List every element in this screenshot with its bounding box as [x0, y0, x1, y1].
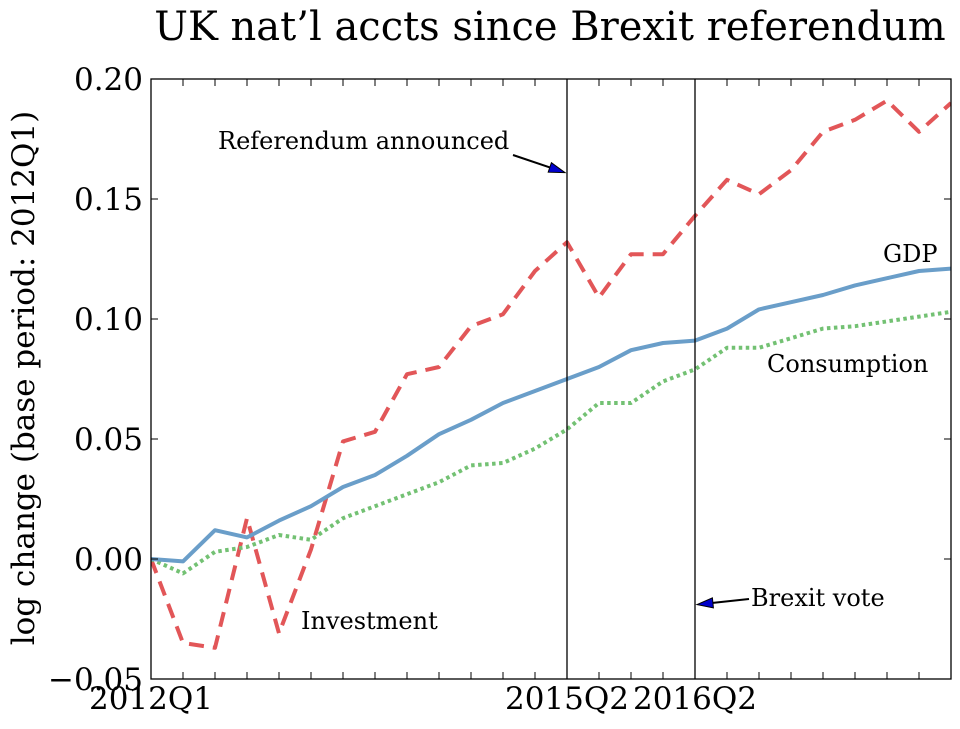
y-tick-label: 0.00 [74, 542, 143, 578]
vline-layer [566, 79, 696, 679]
x-tick-label: 2012Q1 [89, 681, 213, 717]
y-axis-label: log change (base period: 2012Q1) [6, 111, 42, 645]
plot-frame [150, 78, 952, 680]
arrow-referendum-announced-head [547, 161, 567, 174]
label-gdp: GDP [883, 240, 938, 268]
series-line-investment [151, 98, 951, 650]
chart-title: UK nat’l accts since Brexit referendum [154, 4, 946, 50]
y-tick-label: 0.15 [74, 182, 143, 218]
tick-layer [150, 78, 952, 680]
arrow-brexit-vote-head [695, 597, 714, 609]
series-layer [151, 98, 951, 650]
x-tick-label: 2015Q2 [505, 681, 629, 717]
series-line-consumption [151, 309, 951, 576]
x-tick-label: 2016Q2 [633, 681, 757, 717]
label-consumption: Consumption [767, 350, 928, 378]
y-tick-label: −0.05 [48, 662, 143, 698]
label-investment: Investment [301, 607, 438, 635]
annotation-brexit-vote: Brexit vote [751, 584, 885, 612]
arrow-layer [512, 154, 750, 609]
series-line-gdp [151, 266, 951, 564]
y-tick-label: 0.05 [74, 422, 143, 458]
arrow-brexit-vote-shaft [712, 598, 750, 604]
arrow-referendum-announced-shaft [512, 154, 551, 169]
y-tick-label: 0.20 [74, 62, 143, 98]
y-tick-label: 0.10 [74, 302, 143, 338]
annotation-referendum-announced: Referendum announced [218, 127, 509, 155]
